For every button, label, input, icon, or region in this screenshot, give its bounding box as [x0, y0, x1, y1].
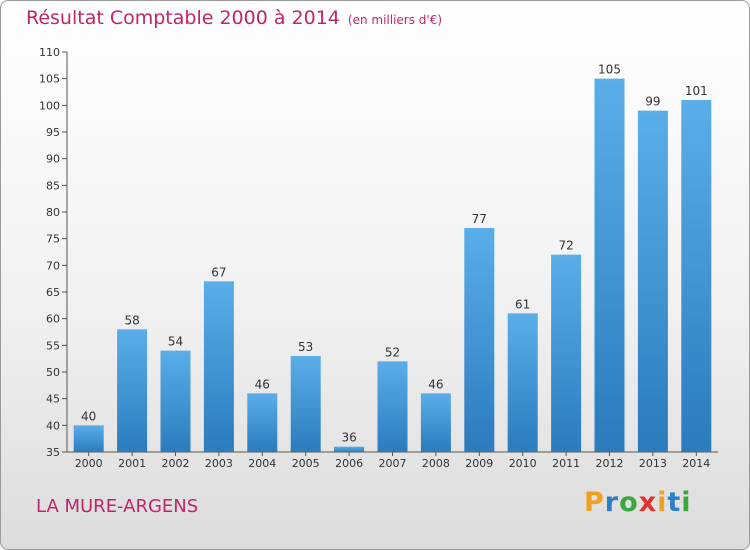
logo-letter: P [584, 487, 605, 518]
x-tick-label: 2013 [639, 457, 667, 470]
y-tick-label: 85 [46, 179, 60, 192]
y-tick-label: 95 [46, 126, 60, 139]
x-tick-label: 2009 [465, 457, 493, 470]
bar [117, 329, 148, 452]
x-tick-label: 2014 [682, 457, 710, 470]
x-axis: 2000 2001 2002 2003 2004 2005 2006 2007 2008 2009… [67, 451, 718, 470]
x-tick-label: 2006 [335, 457, 363, 470]
x-tick-label: 2010 [509, 457, 537, 470]
bar-value-label: 52 [385, 345, 400, 359]
bar-value-label: 72 [558, 239, 573, 253]
logo-letter: i [657, 487, 668, 518]
y-tick-label: 80 [46, 206, 60, 219]
bar-value-label: 61 [515, 297, 530, 311]
bar-value-label: 99 [645, 95, 660, 109]
y-tick-label: 75 [46, 233, 60, 246]
y-tick-label: 110 [39, 46, 60, 59]
bar-value-label: 77 [472, 212, 487, 226]
bar-value-label: 105 [598, 63, 621, 77]
proxiti-logo: Proxiti [584, 487, 692, 518]
y-tick-label: 55 [46, 339, 60, 352]
x-tick-label: 2001 [118, 457, 146, 470]
bar [160, 350, 191, 452]
x-tick-label: 2007 [379, 457, 407, 470]
y-tick-label: 70 [46, 259, 60, 272]
commune-name: LA MURE-ARGENS [36, 496, 199, 517]
logo-letter: i [681, 487, 692, 518]
y-tick-label: 90 [46, 153, 60, 166]
y-tick-label: 40 [46, 419, 60, 432]
subtitle-text: (en milliers d'€) [347, 13, 443, 27]
logo-letter: t [667, 487, 682, 518]
logo-letter: x [638, 487, 658, 518]
bar-value-label: 67 [211, 265, 226, 279]
bar [290, 356, 321, 452]
bar-value-label: 40 [81, 409, 96, 423]
bar-value-label: 53 [298, 340, 313, 354]
bar-value-label: 46 [255, 377, 270, 391]
bar [681, 100, 712, 452]
bar-value-label: 46 [428, 377, 443, 391]
bar [334, 446, 365, 452]
bar [377, 361, 408, 452]
logo-letter: o [619, 487, 639, 518]
bar-value-label: 54 [168, 335, 183, 349]
bar [203, 281, 234, 452]
y-tick-label: 65 [46, 286, 60, 299]
bar [551, 254, 582, 452]
bar [637, 110, 668, 453]
bar-value-label: 58 [124, 313, 139, 327]
bar [464, 228, 495, 452]
y-tick-label: 35 [46, 446, 60, 459]
bars-group: 40 58 54 67 46 53 36 52 46 77 61 72 105 99 101 [73, 63, 712, 453]
y-tick-label: 60 [46, 313, 60, 326]
bar [73, 425, 104, 452]
y-tick-label: 45 [46, 393, 60, 406]
bar-value-label: 101 [685, 84, 708, 98]
y-tick-label: 50 [46, 366, 60, 379]
chart-title: Résultat Comptable 2000 à 2014 (en millie… [26, 7, 442, 29]
bar [420, 393, 451, 452]
x-tick-label: 2000 [75, 457, 103, 470]
x-tick-label: 2008 [422, 457, 450, 470]
y-tick-label: 100 [39, 99, 60, 112]
x-tick-label: 2012 [596, 457, 624, 470]
y-axis: 35 40 45 50 55 60 65 70 75 80 85 90 95 100 105 110 [39, 46, 68, 459]
y-tick-label: 105 [39, 73, 60, 86]
logo-letter: r [604, 487, 620, 518]
bar [507, 313, 538, 452]
x-tick-label: 2005 [292, 457, 320, 470]
title-text: Résultat Comptable 2000 à 2014 [26, 7, 340, 29]
bar-value-label: 36 [341, 431, 356, 445]
x-tick-label: 2011 [552, 457, 580, 470]
x-tick-label: 2003 [205, 457, 233, 470]
bar [594, 78, 625, 453]
x-tick-label: 2004 [248, 457, 276, 470]
bar [247, 393, 278, 452]
x-tick-label: 2002 [162, 457, 190, 470]
